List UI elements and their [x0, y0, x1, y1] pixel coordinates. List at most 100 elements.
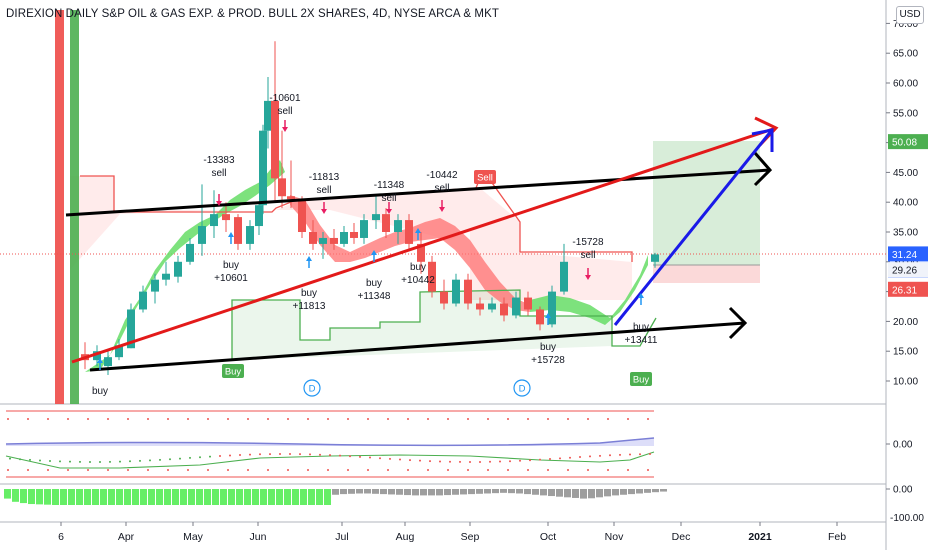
- osc1-signal-dot: [29, 458, 31, 461]
- osc2-bar: [228, 489, 235, 505]
- osc2-bar: [660, 489, 667, 492]
- osc1-dot: [367, 418, 369, 420]
- event-marker-label: D: [519, 384, 526, 395]
- osc2-bar: [468, 489, 475, 495]
- osc2-bar: [444, 489, 451, 496]
- osc1-signal-dot: [469, 460, 471, 463]
- signal-word: buy: [92, 386, 108, 397]
- osc1-signal-dot: [309, 453, 311, 456]
- candle: [271, 100, 279, 179]
- osc2-bar: [260, 489, 267, 505]
- osc2-bar: [60, 489, 67, 505]
- osc1-signal-dot: [199, 456, 201, 459]
- osc2-bar: [52, 489, 59, 505]
- signal-amount: -13383: [203, 155, 235, 166]
- osc1-dot: [67, 418, 69, 420]
- y-tick-label: 45.00: [893, 168, 918, 179]
- osc2-bar: [396, 489, 403, 495]
- osc1-signal-dot: [99, 460, 101, 463]
- price-label-bg: [888, 281, 928, 297]
- candle: [246, 226, 254, 244]
- osc1-dot: [427, 418, 429, 420]
- osc2-bar: [316, 489, 323, 505]
- osc2-bar: [420, 489, 427, 496]
- osc1-dot: [587, 418, 589, 420]
- osc1-signal-dot: [209, 455, 211, 458]
- event-marker: [513, 379, 531, 397]
- osc1-dot: [487, 418, 489, 420]
- osc1-dot: [7, 469, 9, 471]
- osc2-bar: [564, 489, 571, 498]
- target-zone: [653, 141, 760, 265]
- osc1-signal-dot: [149, 459, 151, 462]
- osc1-dot: [347, 469, 349, 471]
- osc2-bar: [140, 489, 147, 505]
- osc1-dot: [227, 469, 229, 471]
- osc1-fill: [6, 438, 654, 446]
- osc2-bar: [572, 489, 579, 498]
- signal-badge: [222, 364, 244, 378]
- candle: [309, 232, 317, 244]
- blue-arrowhead: [751, 128, 774, 152]
- signal-amount: +15728: [531, 355, 565, 366]
- osc2-bar: [436, 489, 443, 496]
- osc1-dot: [247, 418, 249, 420]
- osc2-bar: [300, 489, 307, 505]
- osc1-dot: [527, 469, 529, 471]
- osc2-bar: [100, 489, 107, 505]
- osc1-dot: [167, 418, 169, 420]
- osc1-signal-dot: [249, 453, 251, 456]
- signal-word: sell: [434, 183, 449, 194]
- osc2-bar: [404, 489, 411, 496]
- signal-amount: -10601: [269, 93, 301, 104]
- osc2-bar: [492, 489, 499, 494]
- signal-amount: +10442: [401, 275, 435, 286]
- osc1-dot: [547, 418, 549, 420]
- osc1-signal-dot: [139, 459, 141, 462]
- osc1-signal-dot: [589, 455, 591, 458]
- osc2-bar: [588, 489, 595, 499]
- candle: [651, 254, 659, 262]
- candle: [428, 261, 436, 292]
- osc1-signal-dot: [299, 453, 301, 456]
- signal-amount: +11813: [293, 301, 326, 312]
- osc1-tick-label: 0.00: [893, 440, 913, 451]
- candle: [319, 237, 327, 244]
- x-tick-label: 6: [58, 531, 64, 543]
- osc2-bar: [124, 489, 131, 505]
- osc1-dot: [487, 469, 489, 471]
- upper-channel-line: [65, 168, 771, 217]
- osc2-bar: [524, 489, 531, 495]
- badge-label: Buy: [633, 375, 650, 386]
- candle: [298, 199, 306, 232]
- x-tick-label: Jun: [250, 531, 267, 543]
- candle: [405, 220, 413, 244]
- candle: [536, 309, 544, 325]
- osc1-signal-dot: [339, 454, 341, 457]
- x-tick-label: May: [183, 531, 204, 543]
- osc1-dot: [327, 469, 329, 471]
- osc2-bar: [548, 489, 555, 497]
- currency-button[interactable]: USD: [896, 6, 924, 24]
- x-tick-label: Oct: [540, 531, 556, 543]
- osc1-signal-dot: [359, 455, 361, 458]
- candle: [104, 357, 112, 367]
- osc2-bar: [348, 489, 355, 494]
- osc2-bar: [340, 489, 347, 495]
- badge-label: Buy: [225, 367, 242, 378]
- osc1-signal-dot: [39, 459, 41, 462]
- osc1-signal-dot: [459, 460, 461, 463]
- osc1-signal-dot: [529, 459, 531, 462]
- osc1-dot: [167, 469, 169, 471]
- osc2-bar: [108, 489, 115, 505]
- osc1-dot: [307, 418, 309, 420]
- osc1-signal-dot: [399, 458, 401, 461]
- osc1-signal-dot: [159, 458, 161, 461]
- spike-bar: [70, 10, 79, 404]
- osc1-dot: [307, 469, 309, 471]
- osc2-bar: [308, 489, 315, 505]
- osc1-dot: [587, 469, 589, 471]
- candle: [360, 220, 368, 238]
